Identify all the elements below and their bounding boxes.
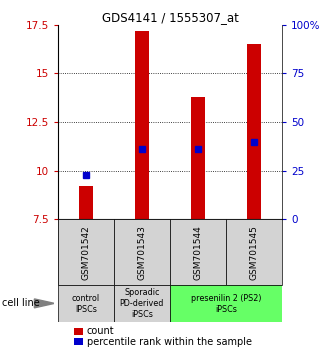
Text: GSM701542: GSM701542 bbox=[81, 225, 90, 280]
Text: Sporadic
PD-derived
iPSCs: Sporadic PD-derived iPSCs bbox=[120, 288, 164, 319]
Bar bbox=[170, 219, 226, 285]
Bar bbox=[170, 285, 282, 322]
Bar bbox=[114, 219, 170, 285]
Text: control
IPSCs: control IPSCs bbox=[72, 293, 100, 314]
Bar bbox=[191, 97, 205, 219]
Text: GSM701545: GSM701545 bbox=[249, 225, 259, 280]
Text: GSM701543: GSM701543 bbox=[137, 225, 147, 280]
Bar bbox=[79, 186, 93, 219]
Title: GDS4141 / 1555307_at: GDS4141 / 1555307_at bbox=[102, 11, 238, 24]
Text: GSM701544: GSM701544 bbox=[193, 225, 203, 280]
Polygon shape bbox=[34, 299, 54, 308]
Text: presenilin 2 (PS2)
iPSCs: presenilin 2 (PS2) iPSCs bbox=[191, 293, 261, 314]
Bar bbox=[58, 285, 114, 322]
Bar bbox=[114, 285, 170, 322]
Bar bbox=[58, 219, 114, 285]
Bar bbox=[135, 30, 149, 219]
Bar bbox=[247, 44, 261, 219]
Text: cell line: cell line bbox=[2, 298, 39, 308]
Bar bbox=[226, 219, 282, 285]
Text: percentile rank within the sample: percentile rank within the sample bbox=[87, 337, 252, 347]
Text: count: count bbox=[87, 326, 115, 336]
